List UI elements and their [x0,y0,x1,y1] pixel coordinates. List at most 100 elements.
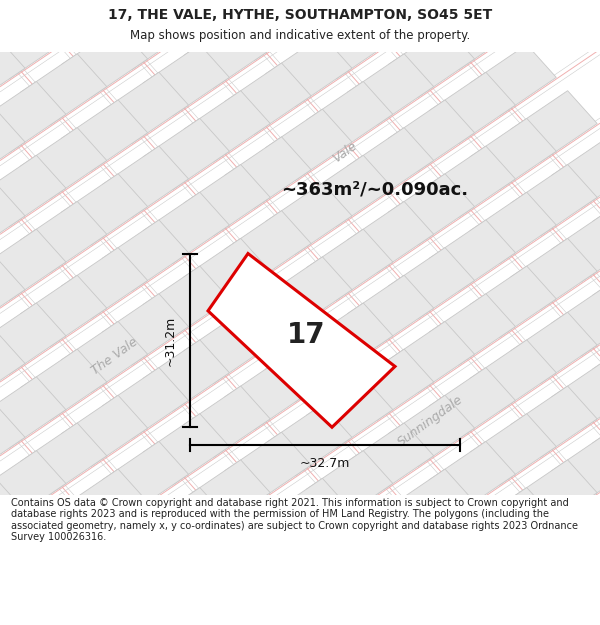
Polygon shape [593,257,600,328]
Polygon shape [0,183,25,254]
Polygon shape [307,155,393,227]
Polygon shape [20,275,107,347]
Polygon shape [184,386,270,458]
Polygon shape [593,331,600,402]
Polygon shape [266,36,352,107]
Polygon shape [184,91,270,162]
Polygon shape [307,229,393,301]
Polygon shape [388,26,475,98]
Polygon shape [552,506,600,578]
Polygon shape [552,358,600,430]
Polygon shape [429,220,515,291]
Polygon shape [388,0,475,24]
Polygon shape [225,358,311,430]
Polygon shape [429,368,515,439]
Polygon shape [470,192,556,264]
Polygon shape [307,8,393,79]
Polygon shape [0,36,25,107]
Polygon shape [266,478,352,549]
Text: Map shows position and indicative extent of the property.: Map shows position and indicative extent… [130,29,470,42]
Polygon shape [0,229,66,301]
Polygon shape [307,81,393,153]
Polygon shape [388,248,475,319]
Polygon shape [225,284,311,356]
Polygon shape [266,183,352,254]
Polygon shape [0,81,66,153]
Polygon shape [266,331,352,402]
Polygon shape [102,220,188,291]
Polygon shape [470,340,556,411]
Polygon shape [143,192,229,264]
Text: Vale: Vale [331,139,359,165]
Polygon shape [0,331,25,402]
Polygon shape [552,284,600,356]
Text: 17: 17 [286,321,325,349]
Polygon shape [470,44,556,116]
Polygon shape [388,469,475,541]
Polygon shape [0,303,66,374]
Polygon shape [61,248,148,319]
Polygon shape [307,524,393,596]
Polygon shape [388,395,475,467]
Polygon shape [470,414,556,485]
Polygon shape [225,211,311,282]
Polygon shape [470,488,556,559]
Polygon shape [20,0,107,51]
Polygon shape [0,524,66,596]
Polygon shape [0,451,66,522]
Polygon shape [61,395,148,467]
Polygon shape [552,211,600,282]
Polygon shape [347,349,434,421]
Polygon shape [143,0,229,42]
Polygon shape [20,127,107,199]
Polygon shape [347,127,434,199]
Polygon shape [511,164,597,236]
Polygon shape [0,8,66,79]
Polygon shape [184,460,270,531]
Polygon shape [225,506,311,578]
Polygon shape [429,0,515,70]
Polygon shape [143,266,229,338]
Polygon shape [225,0,311,61]
Polygon shape [184,17,270,88]
Polygon shape [593,404,600,476]
Polygon shape [208,254,395,428]
Polygon shape [61,469,148,541]
Polygon shape [20,54,107,125]
Polygon shape [102,0,188,70]
Polygon shape [347,0,434,51]
Polygon shape [307,451,393,522]
Polygon shape [61,100,148,171]
Polygon shape [61,174,148,245]
Polygon shape [143,488,229,559]
Polygon shape [347,423,434,494]
Polygon shape [388,174,475,245]
Polygon shape [0,155,66,227]
Polygon shape [102,368,188,439]
Polygon shape [0,404,25,476]
Polygon shape [511,460,597,531]
Polygon shape [347,275,434,347]
Polygon shape [307,303,393,374]
Polygon shape [552,137,600,208]
Polygon shape [347,497,434,568]
Polygon shape [184,164,270,236]
Polygon shape [225,432,311,504]
Polygon shape [429,294,515,365]
Polygon shape [429,515,515,587]
Polygon shape [225,63,311,134]
Polygon shape [102,146,188,217]
Polygon shape [102,294,188,365]
Polygon shape [429,441,515,512]
Polygon shape [20,349,107,421]
Polygon shape [102,72,188,144]
Polygon shape [347,201,434,272]
Polygon shape [266,109,352,181]
Polygon shape [470,266,556,338]
Polygon shape [593,478,600,549]
Polygon shape [511,386,597,458]
Polygon shape [184,312,270,384]
Polygon shape [225,137,311,208]
Text: ~31.2m: ~31.2m [163,315,176,366]
Polygon shape [102,515,188,587]
